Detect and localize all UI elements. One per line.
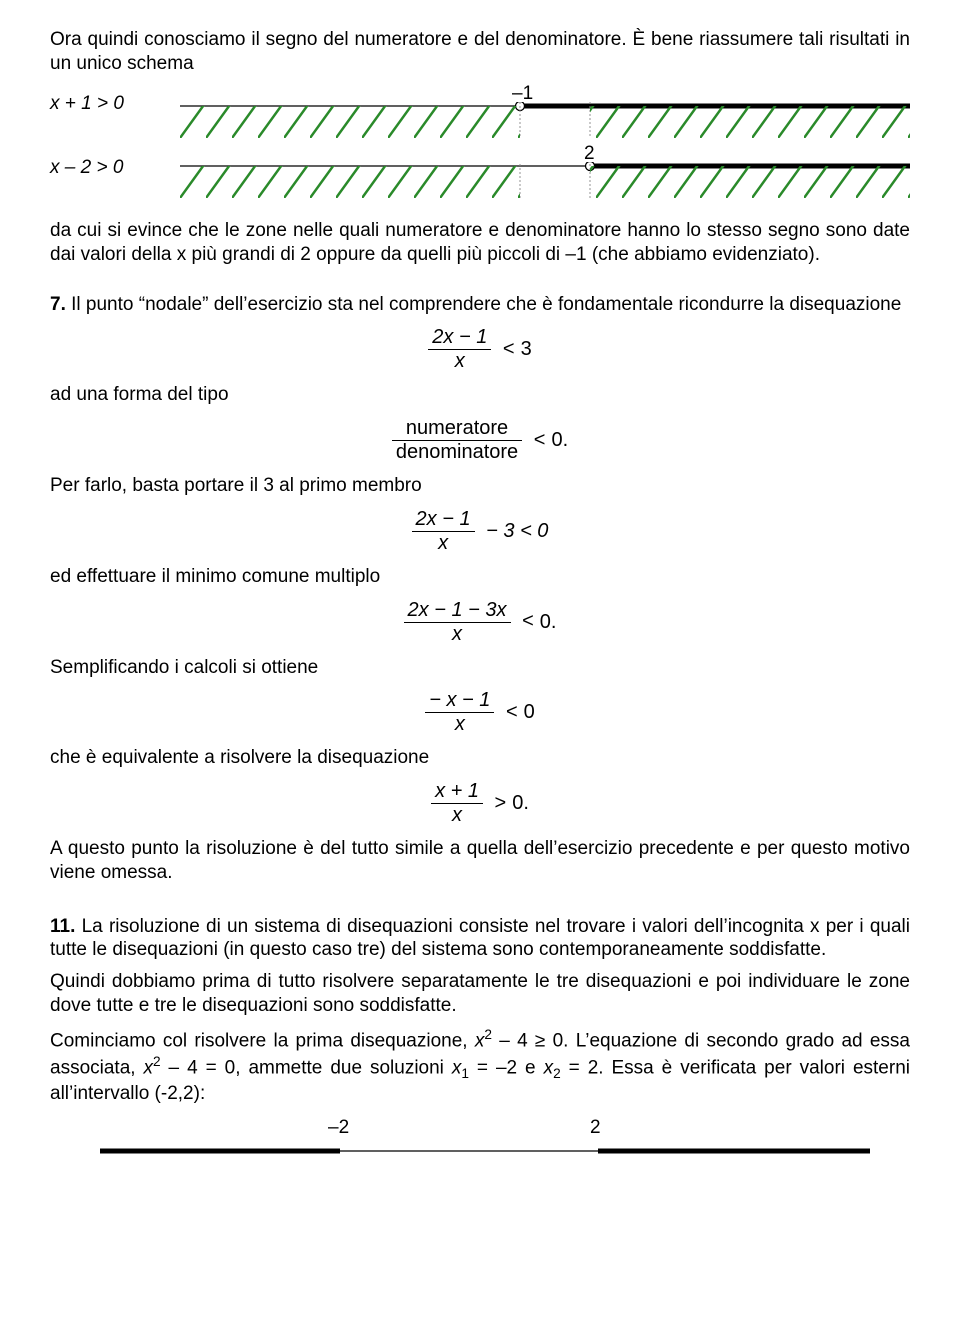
- row2-svg: [180, 162, 910, 198]
- sec11-p2: Quindi dobbiamo prima di tutto risolvere…: [50, 970, 910, 1018]
- sec11-x2: x: [544, 1057, 554, 1078]
- frac5-den: x: [425, 713, 494, 736]
- row2-point-label: 2: [584, 142, 595, 166]
- sec7-text7: A questo punto la risoluzione è del tutt…: [50, 837, 910, 885]
- sec7-text4: ed effettuare il minimo comune multiplo: [50, 565, 910, 589]
- bottom-right-label: 2: [590, 1116, 601, 1140]
- frac4-num: 2x − 1 − 3x: [404, 599, 511, 623]
- sec11-eq1-x: x: [475, 1030, 485, 1051]
- frac2-rhs: 0: [551, 429, 562, 451]
- bottom-axis-svg: [50, 1147, 910, 1155]
- sec7-p1: 7. Il punto “nodale” dell’esercizio sta …: [50, 293, 910, 317]
- sec7-text5: Semplificando i calcoli si ottiene: [50, 656, 910, 680]
- frac5: − x − 1x <0: [50, 689, 910, 736]
- sec11-p1: 11. La risoluzione di un sistema di dise…: [50, 915, 910, 963]
- sec7-text3: Per farlo, basta portare il 3 al primo m…: [50, 474, 910, 498]
- frac5-rhs: 0: [524, 701, 535, 723]
- sec11-eq2-x: x: [144, 1057, 154, 1078]
- frac4: 2x − 1 − 3xx <0.: [50, 599, 910, 646]
- frac6-num: x + 1: [431, 780, 483, 804]
- frac6-den: x: [431, 804, 483, 827]
- frac3-den: x: [412, 532, 475, 555]
- frac1-den: x: [428, 350, 491, 373]
- sign-chart-block: x + 1 > 0 –1: [50, 84, 910, 206]
- sec11-x1: x: [452, 1057, 462, 1078]
- frac1: 2x − 1x <3: [50, 326, 910, 373]
- frac3-rhs: − 3 < 0: [480, 520, 548, 542]
- sec7-text1: Il punto “nodale” dell’esercizio sta nel…: [66, 294, 901, 315]
- sec11-p3a: Cominciamo col risolvere la prima disequ…: [50, 1030, 475, 1051]
- sec11-eq2-rest: – 4 = 0, ammette due soluzioni: [161, 1057, 452, 1078]
- frac2-den: denominatore: [392, 441, 522, 464]
- sec11-x1-val: = –2 e: [469, 1057, 544, 1078]
- row1-svg: [180, 102, 910, 138]
- frac6-rhs: 0: [512, 792, 523, 814]
- intro-paragraph: Ora quindi conosciamo il segno del numer…: [50, 28, 910, 76]
- frac4-rhs: 0: [540, 610, 551, 632]
- sec7-lead: 7.: [50, 294, 66, 315]
- row1-point-label: –1: [512, 82, 533, 106]
- frac2: numeratoredenominatore <0.: [50, 417, 910, 464]
- frac1-num: 2x − 1: [428, 326, 491, 350]
- row1-label: x + 1 > 0: [50, 90, 180, 116]
- frac5-num: − x − 1: [425, 689, 494, 713]
- sec11-p3: Cominciamo col risolvere la prima disequ…: [50, 1026, 910, 1106]
- sec11-lead: 11.: [50, 916, 75, 937]
- frac4-den: x: [404, 623, 511, 646]
- sec11-p1-text: La risoluzione di un sistema di disequaz…: [50, 916, 910, 961]
- row2-label: x – 2 > 0: [50, 150, 180, 180]
- sec7-text2: ad una forma del tipo: [50, 383, 910, 407]
- frac3-num: 2x − 1: [412, 508, 475, 532]
- after-chart-paragraph: da cui si evince che le zone nelle quali…: [50, 219, 910, 267]
- frac3: 2x − 1x − 3 < 0: [50, 508, 910, 555]
- frac6: x + 1x >0.: [50, 780, 910, 827]
- bottom-axis: –2 2: [50, 1116, 910, 1162]
- frac1-rhs: 3: [521, 338, 532, 360]
- sec7-text6: che è equivalente a risolvere la disequa…: [50, 746, 910, 770]
- frac2-num: numeratore: [392, 417, 522, 441]
- bottom-left-label: –2: [328, 1116, 349, 1140]
